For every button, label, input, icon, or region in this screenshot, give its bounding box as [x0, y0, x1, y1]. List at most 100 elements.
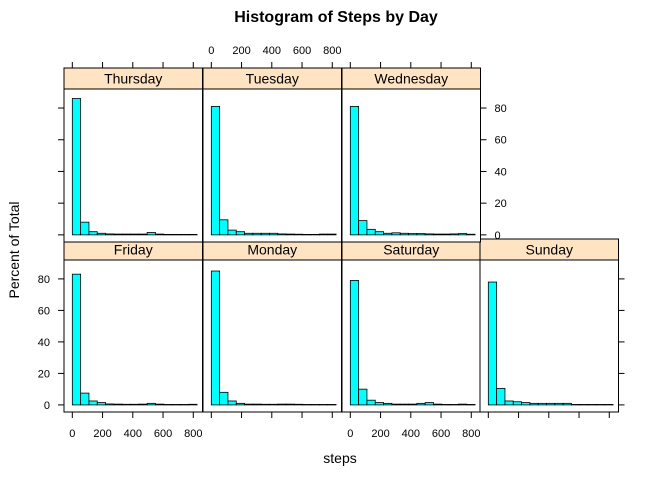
strip-background [479, 238, 619, 261]
panel-saturday: Saturday [341, 238, 481, 413]
histogram-bar [302, 404, 312, 406]
histogram-bar [529, 402, 539, 406]
histogram-bar [408, 233, 418, 236]
histogram-bar [138, 403, 148, 406]
histogram-bar [235, 231, 245, 236]
histogram-bar [260, 232, 270, 236]
histogram-bar [96, 402, 106, 406]
histogram-bar [96, 232, 106, 236]
y-tick-label: 0 [44, 400, 50, 412]
histogram-bar [210, 106, 221, 236]
histogram-bar [391, 403, 401, 406]
histogram-bar [71, 273, 82, 406]
histogram-bar [383, 402, 393, 406]
panel-frame [63, 88, 203, 243]
x-tick-label: 400 [402, 428, 420, 440]
x-axis-title: steps [323, 450, 356, 466]
histogram-bar [210, 270, 221, 406]
histogram-bar [138, 233, 148, 236]
histogram-bar [349, 106, 360, 236]
histogram-bar [433, 233, 443, 236]
histogram-bar [235, 402, 245, 406]
histogram-bar [424, 402, 434, 406]
histogram-bar [358, 388, 368, 406]
histogram-bar [366, 399, 376, 406]
histogram-bar [171, 404, 181, 406]
histogram-bar [327, 404, 337, 406]
histogram-bar [219, 391, 229, 406]
histogram-bar [441, 233, 451, 236]
x-tick-label: 800 [462, 428, 480, 440]
histogram-bar [537, 402, 547, 406]
histogram-bar [571, 404, 581, 406]
histogram-bar [163, 404, 173, 406]
histogram-bar [399, 232, 409, 236]
histogram-bar [408, 403, 418, 406]
histogram-bar [285, 403, 295, 406]
panel-sunday: Sunday [479, 238, 619, 413]
histogram-bar [277, 403, 287, 406]
strip-label-sunday: Sunday [526, 242, 573, 258]
histogram-bar [399, 403, 409, 406]
x-tick-label: 800 [323, 45, 341, 57]
histogram-bar [294, 403, 304, 406]
strip-label-tuesday: Tuesday [246, 71, 299, 87]
histogram-bar [512, 401, 522, 406]
y-tick-label: 80 [38, 274, 50, 286]
strip-label-wednesday: Wednesday [374, 71, 448, 87]
histogram-bar [416, 402, 426, 406]
histogram-bar [105, 233, 115, 236]
histogram-bar [121, 233, 131, 236]
histogram-bar [449, 404, 459, 406]
histogram-bar [562, 402, 572, 406]
histogram-bar [579, 404, 589, 406]
y-axis-title: Percent of Total [6, 201, 22, 298]
histogram-bar [188, 403, 198, 406]
x-tick-label: 600 [154, 428, 172, 440]
histogram-bar [219, 219, 229, 236]
histogram-bar [554, 402, 564, 406]
strip-label-monday: Monday [247, 242, 297, 258]
y-tick-label: 80 [495, 103, 507, 115]
panel-frame [341, 88, 481, 243]
histogram-bar [596, 404, 606, 406]
histogram-bar [180, 233, 190, 236]
histogram-bar [294, 233, 304, 236]
histogram-bar [374, 231, 384, 236]
panel-frame [202, 88, 342, 243]
x-tick-label: 400 [124, 428, 142, 440]
histogram-bar [327, 233, 337, 236]
histogram-bar [188, 233, 198, 236]
histogram-bar [88, 231, 98, 236]
x-tick-label: 400 [263, 45, 281, 57]
x-tick-label: 200 [371, 428, 389, 440]
strip-label-friday: Friday [114, 242, 153, 258]
panel-monday: Monday [202, 238, 342, 413]
chart-title: Histogram of Steps by Day [234, 9, 438, 26]
histogram-bar [504, 400, 514, 406]
y-tick-label: 20 [495, 198, 507, 210]
histogram-bar [180, 404, 190, 406]
histogram-bar [155, 403, 165, 406]
histogram-bar [319, 404, 329, 406]
histogram-bar [130, 233, 140, 236]
histogram-bar [466, 233, 476, 236]
histogram-bar [80, 221, 90, 236]
histogram-bar [496, 387, 506, 406]
histogram-bar [466, 404, 476, 406]
histogram-bar [113, 233, 123, 236]
histogram-bar [269, 232, 279, 236]
histogram-bar [88, 400, 98, 406]
y-tick-label: 60 [495, 135, 507, 147]
histogram-bar [227, 229, 237, 236]
histogram-bar [416, 233, 426, 236]
y-tick-label: 60 [38, 305, 50, 317]
histogram-bar [433, 403, 443, 406]
histogram-bar [391, 232, 401, 236]
panel-frame [202, 259, 342, 413]
panel-thursday: Thursday [63, 67, 203, 243]
histogram-bar [458, 403, 468, 406]
histogram-bar [146, 402, 156, 406]
histogram-bar [383, 232, 393, 236]
